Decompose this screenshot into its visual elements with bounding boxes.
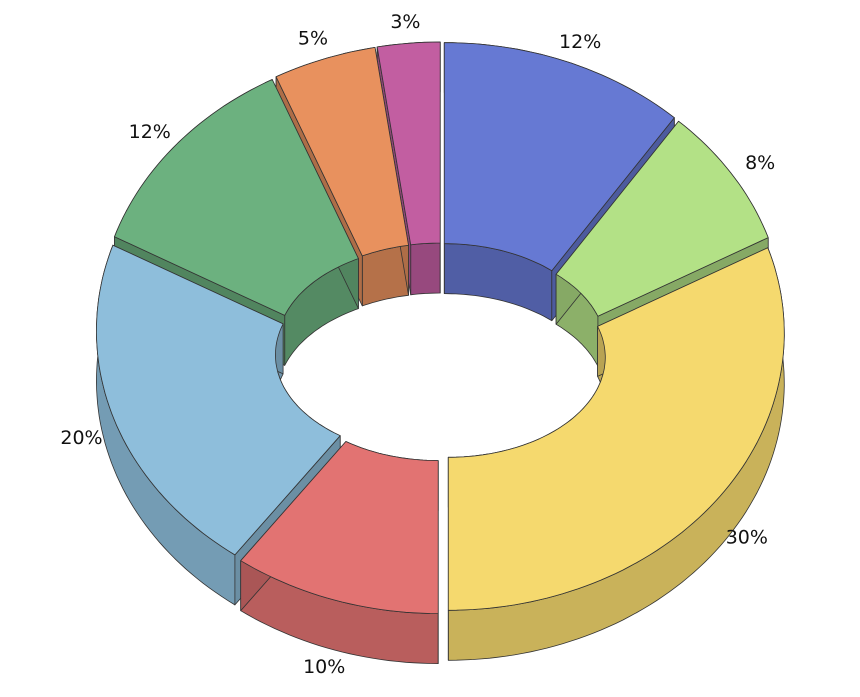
slice (275, 47, 409, 257)
data-label: 30% (726, 526, 768, 548)
data-label: 12% (129, 121, 171, 143)
slice (376, 41, 441, 246)
slice (555, 120, 769, 317)
slice (240, 441, 439, 614)
slice (443, 42, 675, 272)
slice (447, 247, 785, 611)
slice (114, 79, 359, 316)
slice-inner-side (410, 242, 441, 296)
data-label: 3% (390, 11, 420, 33)
data-label: 12% (559, 31, 601, 53)
data-label: 8% (745, 152, 775, 174)
data-label: 5% (298, 28, 328, 50)
data-label: 20% (60, 427, 102, 449)
slice (96, 244, 341, 556)
data-label: 10% (303, 656, 345, 678)
